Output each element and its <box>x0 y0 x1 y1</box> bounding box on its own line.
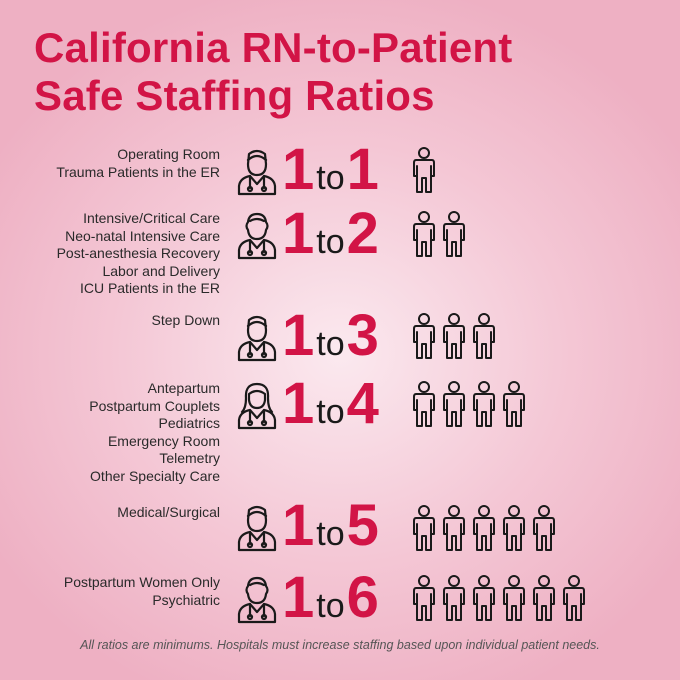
patient-icon <box>502 380 526 428</box>
unit-label: Postpartum Women Only <box>63 574 220 590</box>
unit-label: Operating Room <box>117 146 220 162</box>
ratio-to: to <box>316 159 345 197</box>
ratio-to: to <box>316 325 345 363</box>
ratio-value: 1 to 2 <box>282 204 379 264</box>
unit-label: Pediatrics <box>158 415 220 431</box>
nurse-icon <box>236 576 278 624</box>
patient-icon <box>562 574 586 622</box>
patient-count: 6 <box>346 565 379 630</box>
patient-icon <box>472 380 496 428</box>
ratio-to: to <box>316 515 345 553</box>
patient-icons <box>412 380 526 428</box>
patient-count: 1 <box>346 137 379 202</box>
patient-icon <box>442 380 466 428</box>
patient-icon <box>442 504 466 552</box>
patient-icon <box>412 504 436 552</box>
nurse-count: 1 <box>282 371 315 436</box>
patient-icon <box>412 380 436 428</box>
unit-labels: Step Down <box>0 312 220 330</box>
title-line-2: Safe Staffing Ratios <box>34 72 435 119</box>
patient-icon <box>502 504 526 552</box>
ratio-value: 1 to 1 <box>282 140 379 200</box>
patient-icon <box>502 574 526 622</box>
ratio-value: 1 to 5 <box>282 496 379 556</box>
patient-count: 4 <box>346 371 379 436</box>
unit-labels: Antepartum Postpartum Couplets Pediatric… <box>0 380 220 485</box>
footnote: All ratios are minimums. Hospitals must … <box>80 638 600 652</box>
nurse-icon <box>236 314 278 362</box>
nurse-count: 1 <box>282 137 315 202</box>
ratio-value: 1 to 6 <box>282 568 379 628</box>
patient-icons <box>412 210 466 258</box>
patient-icon <box>442 210 466 258</box>
unit-labels: Postpartum Women Only Psychiatric <box>0 574 220 609</box>
patient-count: 3 <box>346 303 379 368</box>
patient-icons <box>412 312 496 360</box>
ratio-to: to <box>316 223 345 261</box>
unit-label: Trauma Patients in the ER <box>56 163 220 180</box>
nurse-icon <box>236 382 278 430</box>
unit-label: Telemetry <box>159 450 220 466</box>
nurse-count: 1 <box>282 493 315 558</box>
unit-label: Emergency Room <box>107 432 220 449</box>
page-title: California RN-to-Patient Safe Staffing R… <box>34 24 664 120</box>
ratio-to: to <box>316 393 345 431</box>
unit-label: Medical/Surgical <box>117 504 220 520</box>
unit-label: Post-anesthesia Recovery <box>56 245 220 261</box>
unit-label: Antepartum <box>147 380 220 396</box>
patient-icon <box>412 312 436 360</box>
unit-label: Neo-natal Intensive Care <box>65 227 220 244</box>
unit-label: Psychiatric <box>152 591 220 608</box>
unit-labels: Medical/Surgical <box>0 504 220 522</box>
unit-labels: Intensive/Critical Care Neo-natal Intens… <box>0 210 220 298</box>
nurse-count: 1 <box>282 201 315 266</box>
nurse-count: 1 <box>282 565 315 630</box>
unit-label: Intensive/Critical Care <box>83 210 220 226</box>
patient-icon <box>412 210 436 258</box>
patient-icon <box>532 504 556 552</box>
patient-icon <box>442 312 466 360</box>
title-line-1: California RN-to-Patient <box>34 24 513 71</box>
patient-icons <box>412 146 436 194</box>
patient-icon <box>412 574 436 622</box>
unit-label: Labor and Delivery <box>102 262 220 279</box>
nurse-icon <box>236 148 278 196</box>
patient-count: 5 <box>346 493 379 558</box>
nurse-icon <box>236 504 278 552</box>
ratio-value: 1 to 4 <box>282 374 379 434</box>
patient-count: 2 <box>346 201 379 266</box>
patient-icons <box>412 574 586 622</box>
ratio-to: to <box>316 587 345 625</box>
patient-icon <box>442 574 466 622</box>
unit-label: Other Specialty Care <box>90 467 220 484</box>
ratio-value: 1 to 3 <box>282 306 379 366</box>
nurse-count: 1 <box>282 303 315 368</box>
patient-icon <box>472 574 496 622</box>
unit-label: Postpartum Couplets <box>89 397 220 414</box>
patient-icon <box>472 312 496 360</box>
patient-icon <box>472 504 496 552</box>
unit-label: ICU Patients in the ER <box>79 280 220 296</box>
patient-icon <box>532 574 556 622</box>
unit-label: Step Down <box>151 312 220 328</box>
patient-icon <box>412 146 436 194</box>
unit-labels: Operating Room Trauma Patients in the ER <box>0 146 220 181</box>
nurse-icon <box>236 212 278 260</box>
patient-icons <box>412 504 556 552</box>
